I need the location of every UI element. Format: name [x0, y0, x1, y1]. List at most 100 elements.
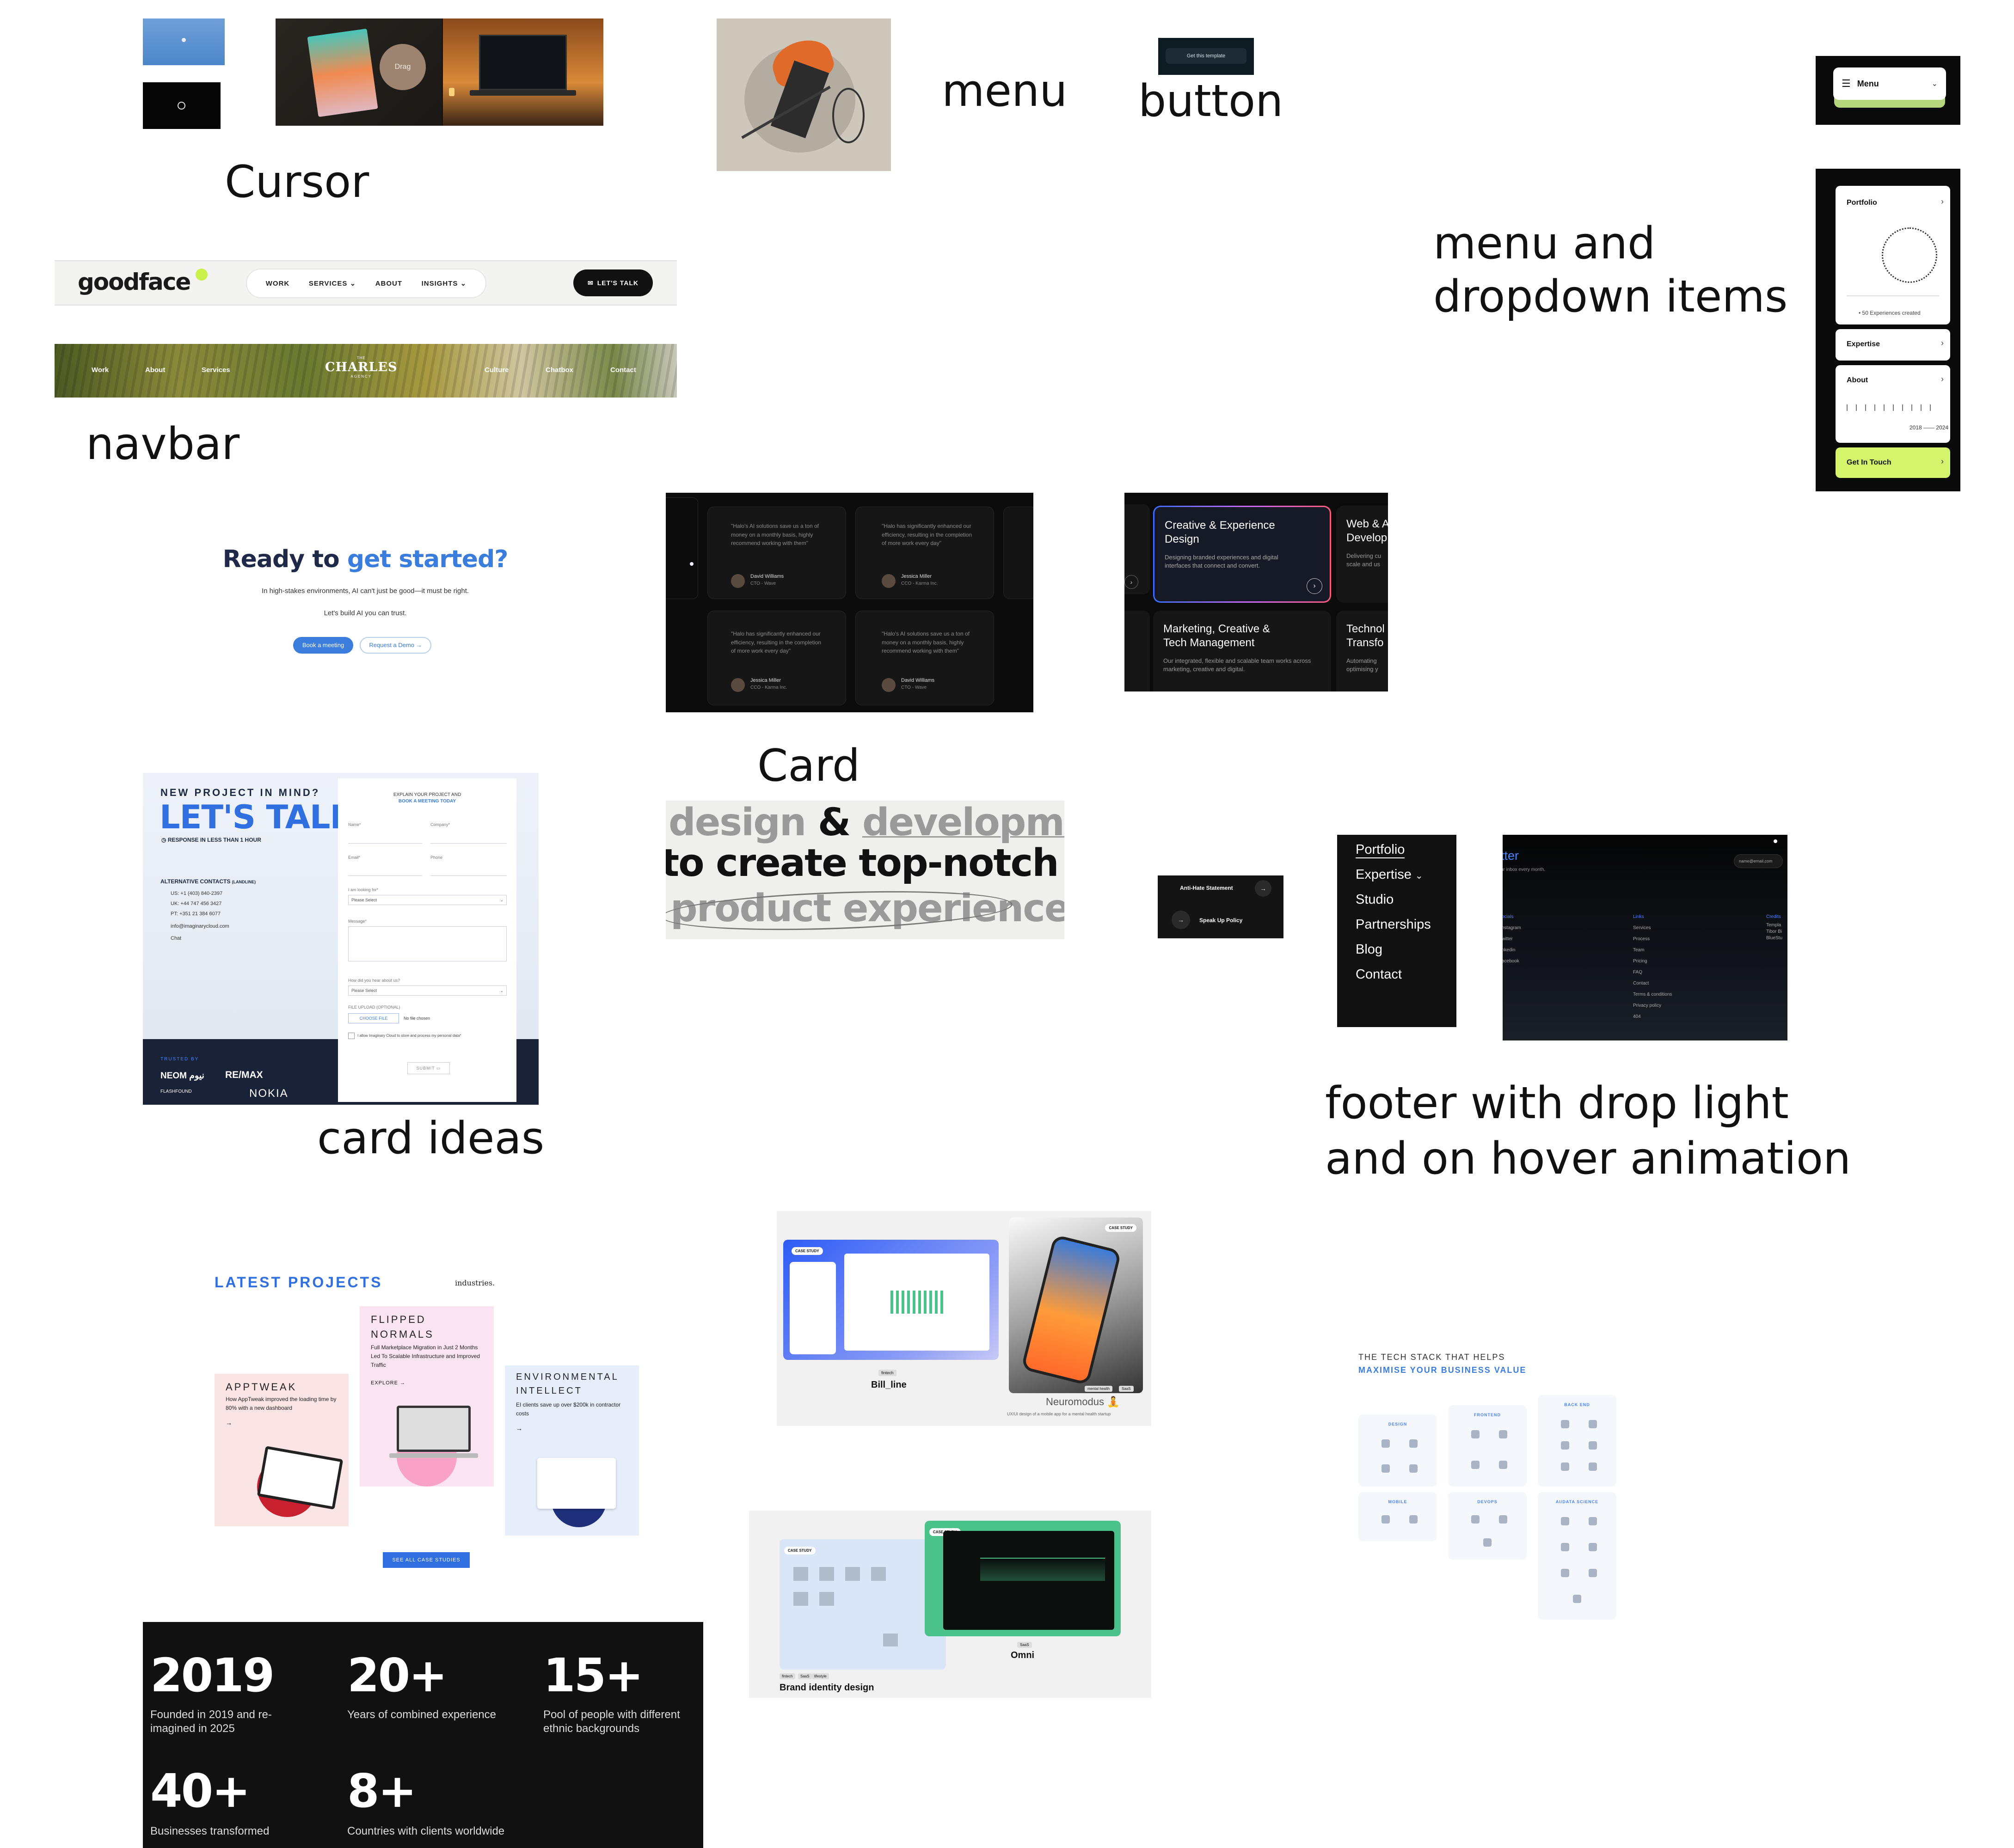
submit-button[interactable]: SUBMIT ▭: [407, 1062, 450, 1074]
book-meeting-button[interactable]: Book a meeting: [293, 637, 353, 654]
footer-link[interactable]: Services: [1633, 925, 1651, 930]
testimonial-role: CCO - Karma Inc.: [901, 581, 938, 586]
message-textarea[interactable]: [348, 926, 507, 961]
nav-work[interactable]: WORK: [265, 279, 290, 288]
footer-blog[interactable]: Blog: [1356, 942, 1383, 957]
contact-chat[interactable]: Chat: [171, 936, 182, 941]
charles-logo[interactable]: THE CHARLES AGENCY: [325, 356, 397, 379]
nav-services[interactable]: SERVICES ⌄: [308, 280, 356, 288]
typo-line2: to create top-notch: [666, 841, 1059, 885]
charles-nav-chatbox[interactable]: Chatbox: [546, 366, 573, 374]
company-input[interactable]: [430, 843, 507, 844]
project-card-apptweak[interactable]: APPTWEAK How AppTweak improved the loadi…: [215, 1374, 349, 1526]
project-desc: Full Marketplace Migration in Just 2 Mon…: [371, 1344, 480, 1369]
heard-select[interactable]: Please Select ⌄: [348, 985, 507, 996]
footer-partnerships[interactable]: Partnerships: [1356, 917, 1431, 932]
see-all-case-studies-button[interactable]: SEE ALL CASE STUDIES: [383, 1552, 470, 1568]
project-name: INTELLECT: [516, 1386, 583, 1396]
footer-link[interactable]: Contact: [1633, 981, 1649, 986]
consent-checkbox[interactable]: [348, 1033, 355, 1039]
contact-uk[interactable]: UK: +44 747 456 3427: [171, 901, 222, 906]
social-instagram[interactable]: nstagram: [1503, 925, 1521, 930]
get-template-button[interactable]: Get this template: [1166, 48, 1246, 64]
latest-projects-tag: industries.: [455, 1279, 495, 1287]
footer-portfolio[interactable]: Portfolio: [1356, 842, 1405, 858]
case-card-brand-identity[interactable]: CASE STUDY: [780, 1539, 946, 1670]
arrow-circle-icon[interactable]: ›: [1307, 578, 1322, 594]
menu-pill[interactable]: ☰ Menu ⌄: [1833, 67, 1946, 100]
choose-file-button[interactable]: CHOOSE FILE: [348, 1013, 399, 1023]
dropdown-expertise[interactable]: Expertise ›: [1836, 329, 1950, 361]
credit-3[interactable]: BlueStu: [1766, 936, 1783, 941]
latest-projects: LATEST PROJECTS industries. APPTWEAK How…: [203, 1267, 647, 1572]
footer-link[interactable]: Team: [1633, 948, 1645, 953]
looking-for-select[interactable]: Please Select ⌄: [348, 895, 507, 905]
charles-nav-services[interactable]: Services: [202, 366, 230, 374]
goodface-logo[interactable]: goodface: [78, 269, 208, 295]
case-card-neuromodus[interactable]: CASE STUDY: [1009, 1218, 1143, 1393]
cta-title-b: get started?: [347, 545, 509, 573]
label-footer-2: and on hover animation: [1325, 1133, 1851, 1184]
name-input[interactable]: [348, 843, 422, 844]
arrow-circle-icon[interactable]: →: [1172, 911, 1190, 929]
service-card-creative[interactable]: Creative & Experience Design Designing b…: [1153, 506, 1331, 603]
footer-link[interactable]: FAQ: [1633, 970, 1643, 975]
speak-up-link[interactable]: Speak Up Policy: [1199, 917, 1243, 924]
navbar-charles: Work About Services THE CHARLES AGENCY C…: [55, 344, 677, 398]
avatar: [731, 574, 745, 588]
menu-pill-frame: ☰ Menu ⌄: [1816, 56, 1960, 125]
case-title-billline[interactable]: Bill_line: [871, 1380, 907, 1390]
testimonial-quote: "Halo's AI solutions save us a ton of mo…: [882, 630, 970, 655]
request-demo-button[interactable]: Request a Demo →: [360, 637, 431, 654]
phone-input[interactable]: [430, 875, 507, 876]
goodface-nav-pill: WORK SERVICES ⌄ ABOUT INSIGHTS ⌄: [246, 269, 486, 298]
dropdown-about[interactable]: About › 2018 —— 2024: [1836, 365, 1950, 443]
case-card-omni[interactable]: CASE STUDY: [925, 1521, 1121, 1636]
contact-us[interactable]: US: +1 (403) 840-2397: [171, 891, 223, 896]
footer-link[interactable]: 404: [1633, 1014, 1641, 1019]
contact-pt[interactable]: PT: +351 21 384 6077: [171, 911, 221, 917]
nav-insights[interactable]: INSIGHTS ⌄: [421, 280, 467, 288]
charles-nav-culture[interactable]: Culture: [485, 366, 509, 374]
credit-2[interactable]: Tibor Bi: [1766, 929, 1782, 934]
contact-email[interactable]: info@imaginarycloud.com: [171, 924, 229, 929]
credit-1[interactable]: Templa: [1766, 923, 1781, 928]
footer-link[interactable]: Pricing: [1633, 959, 1647, 964]
dropdown-portfolio[interactable]: Portfolio › • 50 Experiences created: [1836, 186, 1950, 324]
charles-nav-about[interactable]: About: [145, 366, 166, 374]
social-facebook[interactable]: acebook: [1503, 959, 1519, 964]
footer-menu: Portfolio Expertise ⌄ Studio Partnership…: [1337, 835, 1456, 1027]
testimonial-card: "Halo's AI solutions save us a ton of mo…: [707, 507, 846, 599]
case-tag: SaaS: [798, 1673, 812, 1679]
footer-link[interactable]: Process: [1633, 936, 1650, 942]
footer-studio[interactable]: Studio: [1356, 892, 1394, 907]
explore-link[interactable]: EXPLORE →: [371, 1380, 406, 1386]
case-title-brand-identity[interactable]: Brand identity design: [780, 1683, 874, 1693]
social-twitter[interactable]: witter: [1503, 936, 1513, 942]
social-linkedin[interactable]: nkedin: [1503, 948, 1516, 953]
arrow-circle-icon[interactable]: →: [1255, 880, 1271, 897]
footer-link[interactable]: Privacy policy: [1633, 1003, 1662, 1008]
project-card-environmental[interactable]: ENVIRONMENTAL INTELLECT EI clients save …: [505, 1365, 639, 1536]
footer-contact[interactable]: Contact: [1356, 967, 1402, 982]
email-input[interactable]: [348, 875, 422, 876]
service-card-tech[interactable]: Technol Transfo Automating optimising y: [1336, 611, 1388, 691]
footer-expertise[interactable]: Expertise ⌄: [1356, 867, 1423, 882]
newsletter-email-input[interactable]: name@email.com: [1734, 854, 1783, 868]
nav-about[interactable]: ABOUT: [375, 279, 403, 288]
service-card-web[interactable]: Web & A Develop Delivering cu scale and …: [1336, 506, 1388, 603]
lets-talk-button[interactable]: ✉ LET'S TALK: [573, 269, 653, 296]
charles-nav-work[interactable]: Work: [92, 366, 109, 374]
service-card-marketing[interactable]: Marketing, Creative & Tech Management Ou…: [1153, 611, 1331, 691]
case-title-omni[interactable]: Omni: [1011, 1650, 1035, 1660]
case-title-neuromodus[interactable]: Neuromodus 🧘: [1046, 1396, 1120, 1407]
lets-talk-title: LET'S TALK: [160, 798, 355, 836]
get-in-touch-button[interactable]: Get In Touch ›: [1836, 447, 1950, 478]
consent-text: I allow Imaginary Cloud to store and pro…: [357, 1034, 461, 1038]
design-tool-icon: [1409, 1464, 1418, 1473]
footer-link[interactable]: Terms & conditions: [1633, 992, 1672, 997]
charles-nav-contact[interactable]: Contact: [610, 366, 636, 374]
case-card-billline[interactable]: CASE STUDY: [783, 1240, 999, 1360]
devops-tool-icon: [1471, 1515, 1480, 1524]
project-card-flipped-normals[interactable]: FLIPPED NORMALS Full Marketplace Migrati…: [360, 1306, 494, 1487]
